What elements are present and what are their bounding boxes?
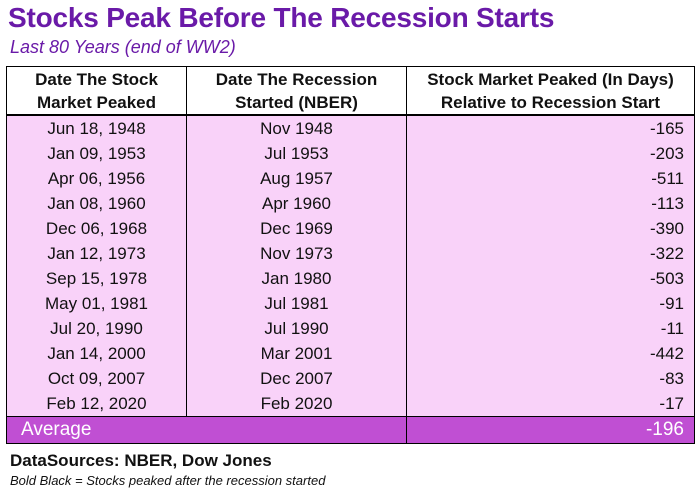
recession-date-cell: Dec 1969 — [186, 216, 407, 241]
average-row: Average -196 — [6, 416, 695, 444]
header-recession-start-line1: Date The Recession — [215, 69, 378, 89]
table-row: Jun 18, 1948 Nov 1948 -165 — [6, 115, 695, 141]
peak-date-cell: Jan 14, 2000 — [6, 341, 187, 366]
table-body: Jun 18, 1948 Nov 1948 -165 Jan 09, 1953 Jul … — [6, 115, 695, 417]
page-subtitle: Last 80 Years (end of WW2) — [10, 37, 236, 57]
days-relative-cell: -322 — [406, 241, 695, 266]
days-relative-cell: -113 — [406, 191, 695, 216]
page-title: Stocks Peak Before The Recession Starts — [8, 2, 555, 33]
peak-date-cell: Oct 09, 2007 — [6, 366, 187, 391]
table-row: Feb 12, 2020 Feb 2020 -17 — [6, 391, 695, 417]
recession-date-cell: Jul 1981 — [186, 291, 407, 316]
peak-date-cell: Jul 20, 1990 — [6, 316, 187, 341]
days-relative-cell: -203 — [406, 141, 695, 166]
table-row: Jul 20, 1990 Jul 1990 -11 — [6, 316, 695, 341]
days-relative-cell: -503 — [406, 266, 695, 291]
header-recession-start: Date The Recession Started (NBER) — [186, 66, 407, 116]
header-days-relative-line2: Relative to Recession Start — [440, 92, 661, 112]
table-row: Jan 12, 1973 Nov 1973 -322 — [6, 241, 695, 266]
table-row: Jan 14, 2000 Mar 2001 -442 — [6, 341, 695, 366]
recession-date-cell: Apr 1960 — [186, 191, 407, 216]
header-recession-start-line2: Started (NBER) — [235, 92, 358, 112]
table-row: Oct 09, 2007 Dec 2007 -83 — [6, 366, 695, 391]
days-relative-cell: -442 — [406, 341, 695, 366]
table-row: Jan 08, 1960 Apr 1960 -113 — [6, 191, 695, 216]
days-relative-cell: -165 — [406, 115, 695, 141]
header-peak-date: Date The Stock Market Peaked — [6, 66, 187, 116]
peak-date-cell: May 01, 1981 — [6, 291, 187, 316]
days-relative-cell: -91 — [406, 291, 695, 316]
peak-date-cell: Sep 15, 1978 — [6, 266, 187, 291]
table-row: May 01, 1981 Jul 1981 -91 — [6, 291, 695, 316]
table-row: Jan 09, 1953 Jul 1953 -203 — [6, 141, 695, 166]
data-sources: DataSources: NBER, Dow Jones — [10, 451, 272, 470]
header-days-relative-line1: Stock Market Peaked (In Days) — [427, 69, 674, 89]
recession-date-cell: Jul 1953 — [186, 141, 407, 166]
recession-date-cell: Jul 1990 — [186, 316, 407, 341]
recession-date-cell: Mar 2001 — [186, 341, 407, 366]
header-peak-date-line1: Date The Stock — [35, 69, 158, 89]
table-header-row: Date The Stock Market Peaked Date The Re… — [6, 66, 695, 116]
days-relative-cell: -511 — [406, 166, 695, 191]
header-days-relative: Stock Market Peaked (In Days) Relative t… — [406, 66, 695, 116]
recession-date-cell: Nov 1948 — [186, 115, 407, 141]
peak-date-cell: Jun 18, 1948 — [6, 115, 187, 141]
peak-date-cell: Dec 06, 1968 — [6, 216, 187, 241]
days-relative-cell: -390 — [406, 216, 695, 241]
average-value: -196 — [406, 416, 695, 444]
table-row: Sep 15, 1978 Jan 1980 -503 — [6, 266, 695, 291]
days-relative-cell: -11 — [406, 316, 695, 341]
average-label: Average — [6, 416, 407, 444]
recession-date-cell: Aug 1957 — [186, 166, 407, 191]
recession-date-cell: Dec 2007 — [186, 366, 407, 391]
table-row: Dec 06, 1968 Dec 1969 -390 — [6, 216, 695, 241]
peak-date-cell: Jan 09, 1953 — [6, 141, 187, 166]
peak-date-cell: Feb 12, 2020 — [6, 391, 187, 417]
peak-date-cell: Jan 08, 1960 — [6, 191, 187, 216]
recession-date-cell: Jan 1980 — [186, 266, 407, 291]
days-relative-cell: -83 — [406, 366, 695, 391]
recession-table: Date The Stock Market Peaked Date The Re… — [6, 66, 695, 444]
recession-date-cell: Nov 1973 — [186, 241, 407, 266]
table-row: Apr 06, 1956 Aug 1957 -511 — [6, 166, 695, 191]
header-peak-date-line2: Market Peaked — [36, 92, 157, 112]
days-relative-cell: -17 — [406, 391, 695, 417]
legend-note: Bold Black = Stocks peaked after the rec… — [10, 473, 326, 488]
peak-date-cell: Apr 06, 1956 — [6, 166, 187, 191]
peak-date-cell: Jan 12, 1973 — [6, 241, 187, 266]
recession-date-cell: Feb 2020 — [186, 391, 407, 417]
